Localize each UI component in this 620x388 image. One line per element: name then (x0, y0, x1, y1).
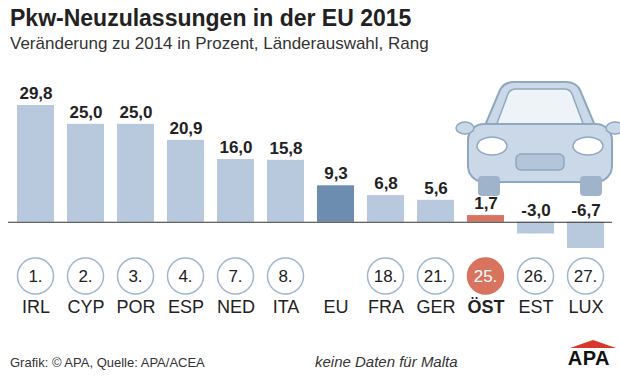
svg-text:25,0: 25,0 (69, 103, 102, 122)
svg-text:1.: 1. (28, 267, 42, 286)
svg-text:20,9: 20,9 (169, 119, 202, 138)
svg-text:CYP: CYP (67, 297, 104, 317)
svg-text:29,8: 29,8 (19, 84, 52, 103)
svg-text:26.: 26. (524, 267, 548, 286)
svg-text:5,6: 5,6 (424, 179, 448, 198)
svg-text:6,8: 6,8 (374, 174, 398, 193)
svg-text:25,0: 25,0 (119, 103, 152, 122)
svg-text:3.: 3. (128, 267, 142, 286)
svg-text:27.: 27. (574, 267, 598, 286)
html-text:Grafik: © APA, Quelle: APA/ACE: Grafik: © APA, Quelle: APA/ACEA (10, 355, 205, 370)
svg-text:EST: EST (518, 297, 553, 317)
html-text:Veränderung zu 2014 in Prozent: Veränderung zu 2014 in Prozent, Länderau… (10, 34, 429, 53)
svg-text:GER: GER (416, 297, 455, 317)
svg-text:FRA: FRA (368, 297, 404, 317)
svg-text:4.: 4. (178, 267, 192, 286)
svg-text:ÖST: ÖST (467, 297, 504, 317)
svg-text:25.: 25. (474, 267, 498, 286)
svg-text:9,3: 9,3 (324, 164, 348, 183)
svg-text:ITA: ITA (273, 297, 300, 317)
svg-text:7.: 7. (228, 267, 242, 286)
svg-text:2.: 2. (78, 267, 92, 286)
svg-text:1,7: 1,7 (474, 194, 498, 213)
svg-text:EU: EU (323, 297, 348, 317)
html-text:Pkw-Neuzulassungen in der EU 2: Pkw-Neuzulassungen in der EU 2015 (10, 5, 412, 31)
svg-text:21.: 21. (424, 267, 448, 286)
html-text:keine Daten für Malta: keine Daten für Malta (315, 353, 458, 370)
svg-text:POR: POR (116, 297, 155, 317)
svg-text:8.: 8. (278, 267, 292, 286)
svg-text:-6,7: -6,7 (571, 201, 600, 220)
html-text:APA: APA (567, 347, 610, 369)
svg-text:NED: NED (217, 297, 255, 317)
svg-text:LUX: LUX (568, 297, 603, 317)
svg-text:16,0: 16,0 (219, 138, 252, 157)
svg-text:IRL: IRL (22, 297, 50, 317)
svg-text:-3,0: -3,0 (521, 201, 550, 220)
svg-text:15,8: 15,8 (269, 139, 302, 158)
svg-text:ESP: ESP (168, 297, 204, 317)
svg-text:18.: 18. (374, 267, 398, 286)
